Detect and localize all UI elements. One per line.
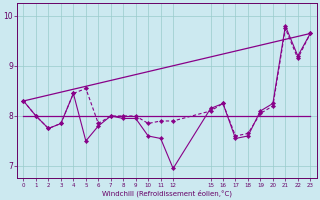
X-axis label: Windchill (Refroidissement éolien,°C): Windchill (Refroidissement éolien,°C) (102, 189, 232, 197)
